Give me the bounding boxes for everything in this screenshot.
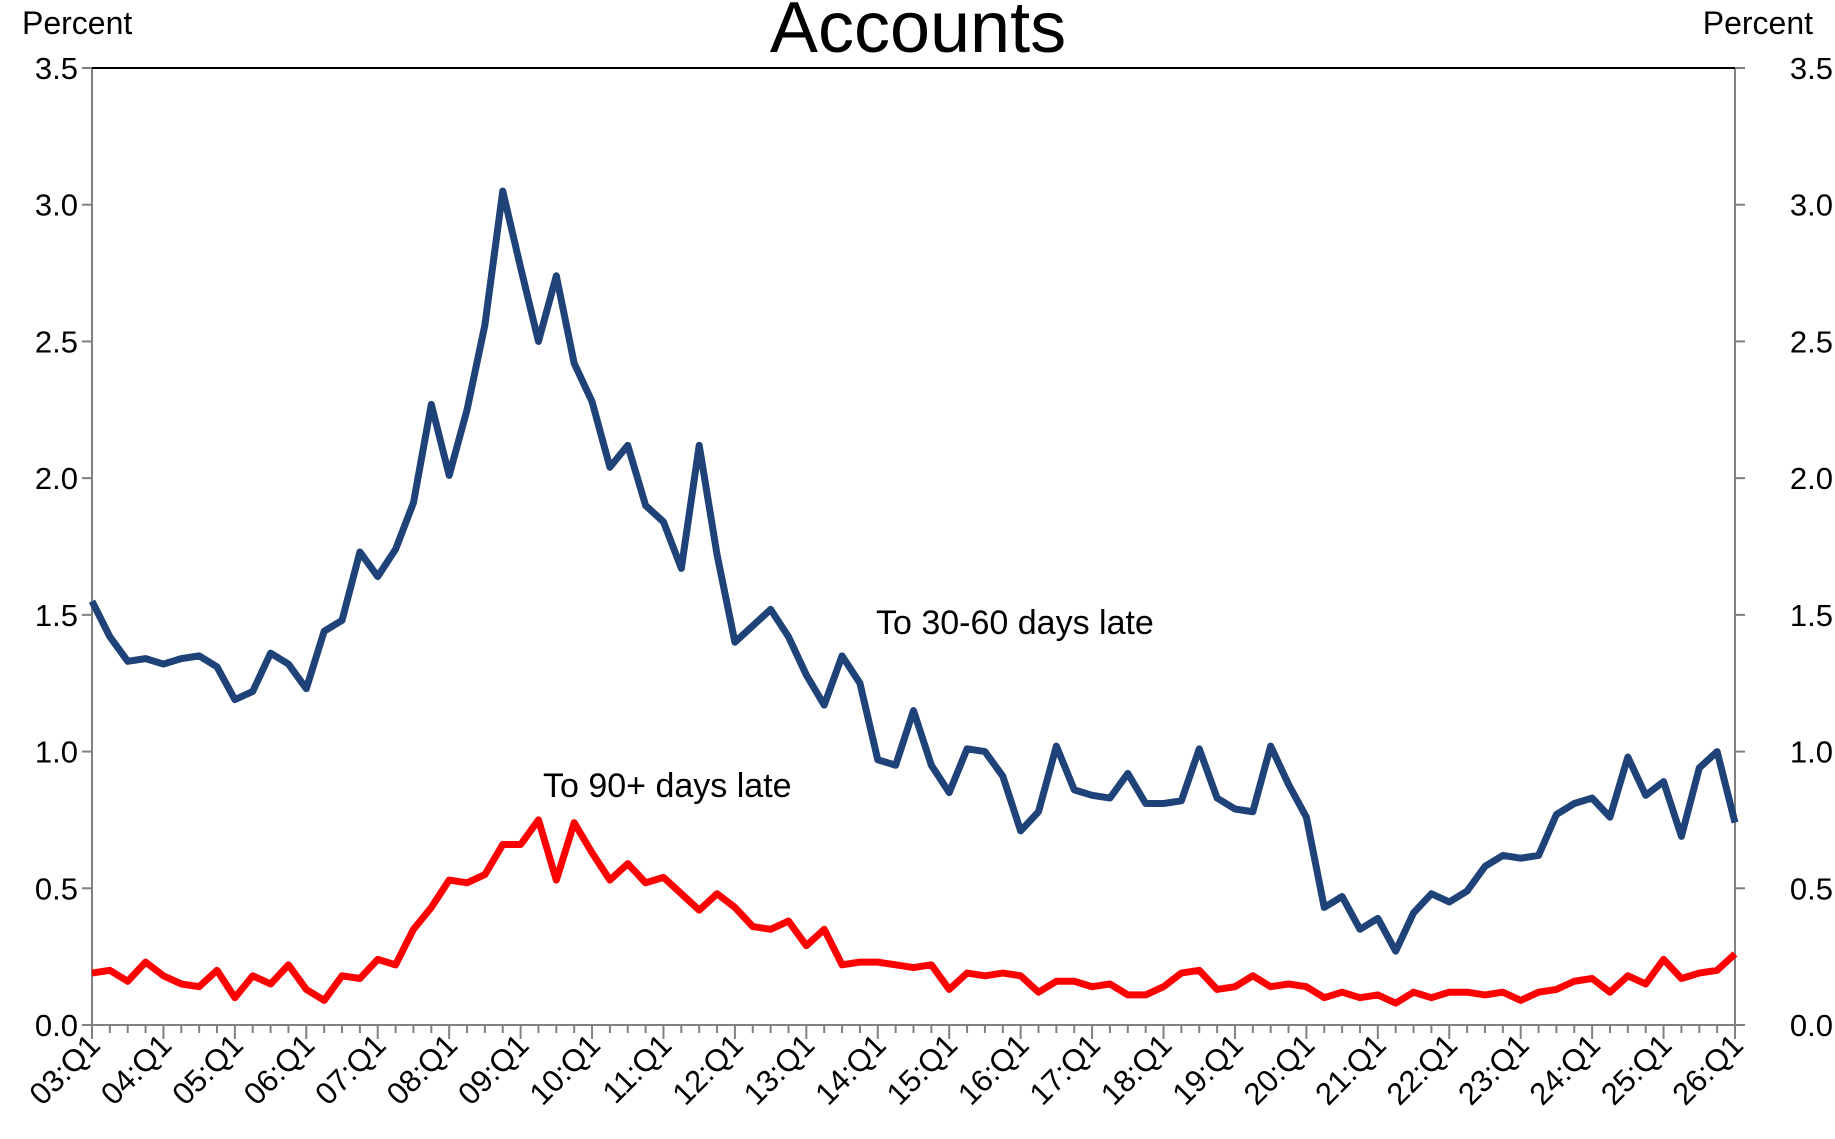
series-label: To 30-60 days late	[876, 604, 1154, 642]
x-tick-label: 26:Q1	[1665, 1027, 1749, 1111]
x-tick-label: 12:Q1	[665, 1027, 749, 1111]
y2-tick-label: 3.5	[1790, 51, 1833, 86]
y-tick-label: 1.5	[35, 598, 78, 633]
x-tick-label: 22:Q1	[1380, 1027, 1464, 1111]
x-tick-label: 16:Q1	[951, 1027, 1035, 1111]
x-tick-label: 04:Q1	[94, 1027, 178, 1111]
y-tick-label: 3.0	[35, 188, 78, 223]
x-tick-label: 21:Q1	[1308, 1027, 1392, 1111]
x-tick-label: 23:Q1	[1451, 1027, 1535, 1111]
y2-tick-label: 3.0	[1790, 188, 1833, 223]
x-tick-label: 25:Q1	[1594, 1027, 1678, 1111]
y2-axis-label: Percent	[1703, 5, 1813, 41]
series-label: To 90+ days late	[543, 767, 792, 805]
x-tick-label: 24:Q1	[1523, 1027, 1607, 1111]
x-tick-label: 15:Q1	[880, 1027, 964, 1111]
y2-tick-label: 1.5	[1790, 598, 1833, 633]
y2-tick-label: 2.5	[1790, 324, 1833, 359]
y-tick-label: 2.5	[35, 324, 78, 359]
y-tick-label: 0.5	[35, 871, 78, 906]
x-tick-label: 13:Q1	[737, 1027, 821, 1111]
x-tick-label: 05:Q1	[165, 1027, 249, 1111]
x-tick-label: 18:Q1	[1094, 1027, 1178, 1111]
y-axis-label: Percent	[22, 5, 132, 41]
x-tick-label: 06:Q1	[237, 1027, 321, 1111]
series-line	[88, 187, 1739, 955]
x-tick-label: 10:Q1	[523, 1027, 607, 1111]
y2-tick-label: 0.0	[1790, 1008, 1833, 1043]
y-tick-label: 0.0	[35, 1008, 78, 1043]
chart-title: Accounts	[770, 0, 1066, 68]
x-tick-label: 07:Q1	[308, 1027, 392, 1111]
x-tick-label: 19:Q1	[1165, 1027, 1249, 1111]
x-tick-label: 17:Q1	[1023, 1027, 1107, 1111]
x-tick-label: 08:Q1	[380, 1027, 464, 1111]
y-tick-label: 2.0	[35, 461, 78, 496]
series-line	[91, 816, 1738, 1007]
x-tick-label: 14:Q1	[808, 1027, 892, 1111]
y2-tick-label: 2.0	[1790, 461, 1833, 496]
y-tick-label: 3.5	[35, 51, 78, 86]
y2-tick-label: 0.5	[1790, 871, 1833, 906]
y-tick-label: 1.0	[35, 735, 78, 770]
x-tick-label: 11:Q1	[596, 1027, 679, 1110]
x-tick-label: 09:Q1	[451, 1027, 535, 1111]
y2-tick-label: 1.0	[1790, 735, 1833, 770]
x-tick-label: 20:Q1	[1237, 1027, 1321, 1111]
